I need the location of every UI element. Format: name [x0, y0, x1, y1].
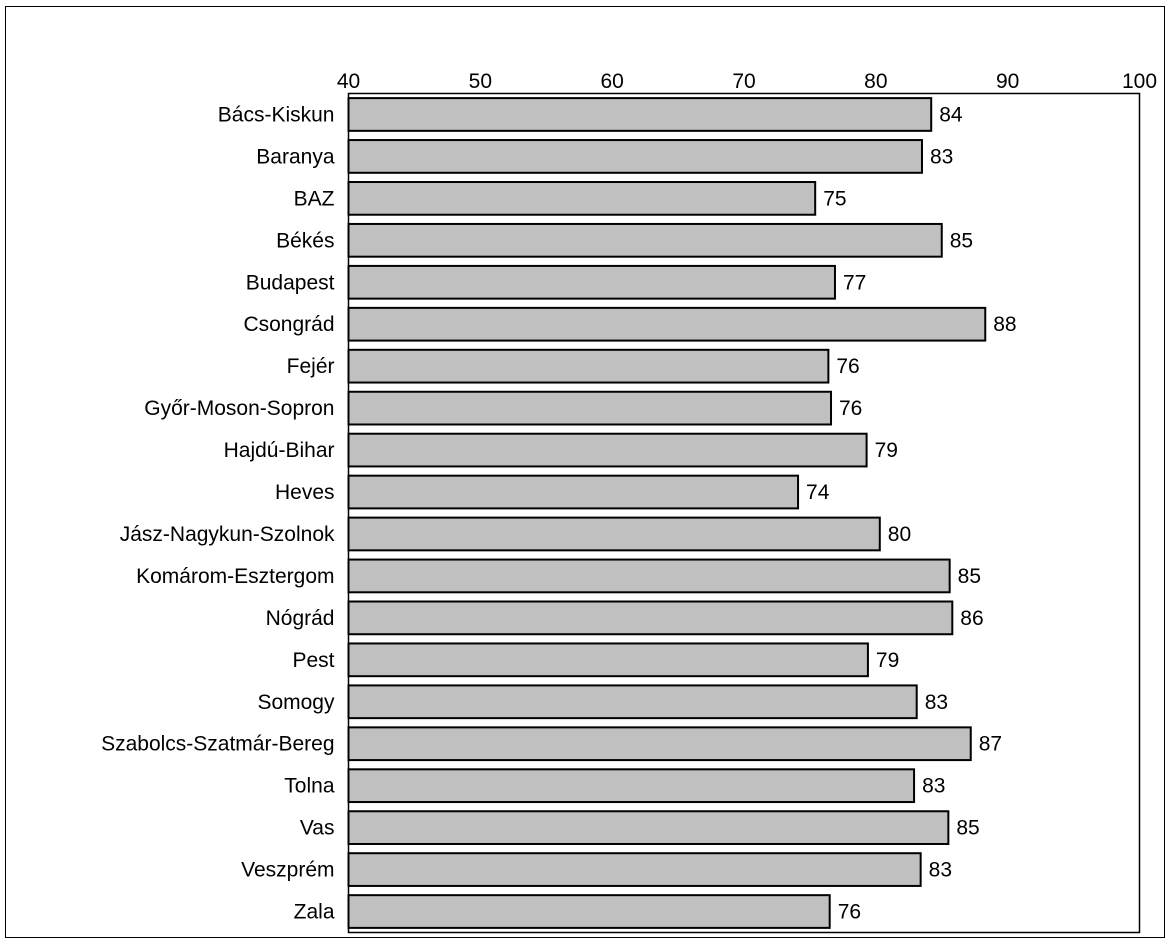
category-label: Vas: [300, 817, 335, 840]
category-labels: Bács-Kiskun Baranya BAZ Békés Budapest Csongr…: [101, 103, 335, 923]
bar: [347, 97, 933, 132]
category-label: Komárom-Esztergom: [136, 565, 334, 588]
value-label: 74: [806, 481, 830, 504]
x-tick-label: 90: [996, 70, 1019, 93]
x-tick-label: 70: [732, 70, 755, 93]
x-axis-tick-labels: 40 50 60 70 80 90 100: [337, 70, 1157, 93]
category-label: Jász-Nagykun-Szolnok: [120, 523, 335, 546]
bar: [347, 390, 833, 426]
value-label: 75: [823, 187, 846, 210]
category-label: Csongrád: [243, 313, 334, 336]
bar: [347, 222, 943, 258]
category-label: Tolna: [284, 775, 335, 798]
value-label: 76: [839, 397, 862, 420]
value-label: 87: [979, 733, 1002, 756]
bars-group: [347, 97, 987, 929]
bar: [347, 852, 922, 887]
category-label: Baranya: [256, 145, 335, 168]
x-tick-label: 40: [337, 70, 360, 93]
bar: [347, 684, 918, 720]
bar: [347, 181, 817, 216]
bar: [347, 139, 923, 174]
category-label: Heves: [275, 481, 335, 504]
bar: [347, 516, 881, 552]
category-label: Hajdú-Bihar: [224, 439, 335, 462]
category-label: Zala: [294, 901, 335, 924]
value-label: 83: [930, 145, 953, 168]
plot-area: [347, 92, 1141, 934]
value-label: 77: [843, 271, 866, 294]
value-label: 85: [950, 229, 973, 252]
x-tick-label: 80: [864, 70, 887, 93]
category-label: Pest: [292, 649, 334, 672]
bar: [347, 558, 951, 594]
bar: [347, 894, 831, 929]
value-label: 88: [993, 313, 1016, 336]
value-label: 83: [922, 775, 945, 798]
value-label: 83: [925, 691, 948, 714]
category-label: Fejér: [287, 355, 335, 378]
x-tick-label: 50: [469, 70, 492, 93]
category-label: Nógrád: [266, 607, 335, 630]
value-label: 79: [876, 649, 899, 672]
value-label: 83: [929, 859, 952, 882]
x-tick-label: 60: [600, 70, 623, 93]
bar: [347, 642, 869, 678]
value-label: 84: [939, 103, 963, 126]
value-label: 85: [956, 817, 979, 840]
value-label: 76: [836, 355, 859, 378]
value-label: 76: [838, 901, 861, 924]
bar: [347, 306, 987, 342]
category-label: Veszprém: [241, 859, 334, 882]
bar: [347, 474, 800, 510]
category-label: Budapest: [246, 271, 335, 294]
bar: [347, 264, 836, 300]
bar: [347, 600, 954, 636]
value-label: 86: [960, 607, 983, 630]
category-label: Somogy: [257, 691, 335, 714]
category-label: Bács-Kiskun: [218, 103, 335, 126]
value-label: 79: [875, 439, 898, 462]
category-label: Győr-Moson-Sopron: [144, 397, 334, 420]
category-label: Szabolcs-Szatmár-Bereg: [101, 733, 334, 756]
bar: [347, 348, 830, 384]
category-label: Békés: [276, 229, 334, 252]
category-label: BAZ: [294, 187, 335, 210]
bar: [347, 726, 972, 762]
value-label: 85: [958, 565, 981, 588]
bar: [347, 432, 868, 468]
bar: [347, 810, 950, 845]
x-tick-label: 100: [1122, 70, 1157, 93]
value-label: 80: [888, 523, 911, 546]
bar: [347, 768, 916, 804]
